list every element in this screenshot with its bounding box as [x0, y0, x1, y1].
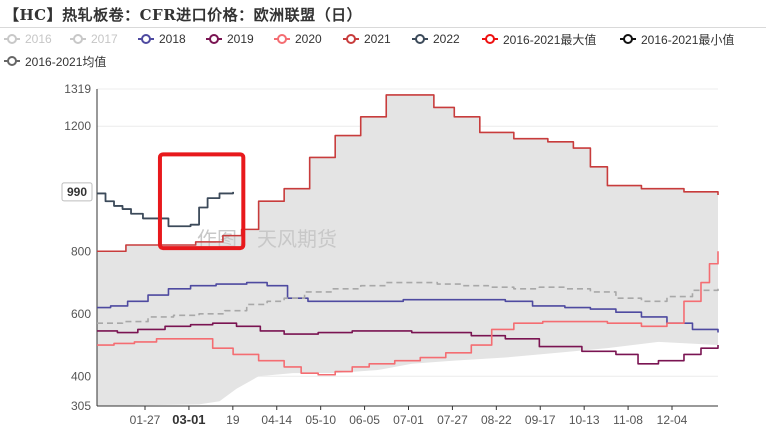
series-line-2019-1[interactable] — [97, 322, 719, 365]
legend-label: 2021 — [364, 32, 391, 46]
x-tick-label: 05-10 — [305, 413, 336, 425]
x-tick-label: 06-05 — [349, 413, 380, 425]
series-line-2022-4[interactable] — [97, 191, 235, 228]
legend-max[interactable]: 2016-2021最大值 — [482, 30, 596, 48]
legend-swatch-icon — [620, 33, 636, 45]
title-divider — [0, 27, 766, 28]
legend-min[interactable]: 2016-2021最小值 — [620, 30, 734, 48]
legend-2022[interactable]: 2022 — [412, 30, 460, 48]
highlight-annotation-box — [157, 152, 246, 251]
legend-label: 2016 — [25, 32, 52, 46]
y-value-highlight-box — [61, 182, 93, 202]
legend-2016[interactable]: 2016 — [4, 30, 52, 48]
y-tick-label: 600 — [71, 307, 91, 321]
legend-2021[interactable]: 2021 — [343, 30, 391, 48]
legend-mean[interactable]: 2016-2021均值 — [4, 52, 106, 70]
x-tick-label: 07-27 — [437, 413, 468, 425]
legend-label: 2017 — [91, 32, 118, 46]
legend-2017[interactable]: 2017 — [70, 30, 118, 48]
x-tick-label: 09-17 — [525, 413, 556, 425]
x-tick-label: 04-14 — [261, 413, 292, 425]
y-tick-label: 400 — [71, 369, 91, 383]
y-tick-label: 800 — [71, 244, 91, 258]
y-tick-label: 1200 — [64, 119, 91, 133]
legend-label: 2022 — [433, 32, 460, 46]
legend: 2016 2017 2018 2019 2020 2021 2022 2016-2021最大值… — [0, 30, 766, 74]
x-tick-label: 12-04 — [657, 413, 688, 425]
x-tick-label: 08-22 — [481, 413, 512, 425]
chart-title: 【HC】热轧板卷：CFR进口价格：欧洲联盟（日） — [4, 6, 363, 24]
series-line-20162021-5[interactable] — [97, 281, 719, 324]
legend-swatch-icon — [70, 33, 86, 45]
legend-swatch-icon — [343, 33, 359, 45]
legend-label: 2016-2021均值 — [25, 54, 107, 69]
legend-label: 2019 — [227, 32, 254, 46]
y-tick-label: 1319 — [64, 82, 91, 96]
x-tick-label: 01-27 — [130, 413, 161, 425]
y-tick-label: 305 — [71, 399, 91, 413]
legend-label: 2018 — [159, 32, 186, 46]
legend-2019[interactable]: 2019 — [206, 30, 254, 48]
legend-swatch-icon — [482, 33, 498, 45]
x-tick-label: 07-01 — [393, 413, 424, 425]
legend-swatch-icon — [4, 33, 20, 45]
legend-2020[interactable]: 2020 — [274, 30, 322, 48]
legend-label: 2016-2021最小值 — [641, 32, 735, 47]
x-tick-label: 03-01 — [172, 412, 205, 425]
range-band — [97, 94, 718, 406]
legend-swatch-icon — [206, 33, 222, 45]
legend-swatch-icon — [412, 33, 428, 45]
series-line-2021-3[interactable] — [97, 94, 719, 253]
legend-label: 2016-2021最大值 — [503, 32, 597, 47]
x-tick-label: 19 — [226, 413, 240, 425]
series-line-2018-0[interactable] — [97, 281, 719, 333]
legend-swatch-icon — [274, 33, 290, 45]
series-line-2020-2[interactable] — [97, 251, 719, 376]
legend-label: 2020 — [295, 32, 322, 46]
legend-swatch-icon — [138, 33, 154, 45]
y-value-highlight: 990 — [67, 185, 87, 199]
x-tick-label: 11-08 — [613, 413, 643, 425]
legend-swatch-icon — [4, 55, 20, 67]
legend-2018[interactable]: 2018 — [138, 30, 186, 48]
x-tick-label: 10-13 — [569, 413, 600, 425]
